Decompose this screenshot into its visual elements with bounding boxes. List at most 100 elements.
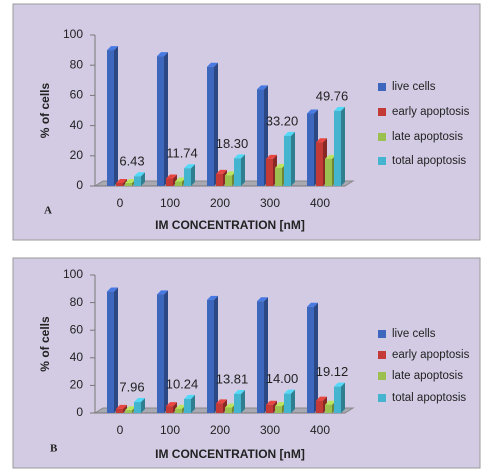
bar — [107, 46, 118, 186]
bar — [116, 178, 127, 186]
y-tick-label: 80 — [70, 57, 84, 71]
bar-top — [166, 402, 177, 407]
bar-front — [134, 402, 141, 413]
bar — [184, 394, 195, 413]
legend-swatch — [378, 330, 386, 338]
panel-frame — [12, 257, 481, 469]
bar-top — [157, 290, 168, 295]
bar — [234, 154, 245, 186]
y-tick-label: 40 — [70, 350, 84, 364]
x-tick-label: 200 — [210, 423, 230, 437]
x-tick-label: 100 — [160, 423, 180, 437]
bar-front — [207, 66, 214, 186]
bar-top — [225, 403, 236, 408]
data-label: 33.20 — [266, 113, 299, 128]
bar-top — [234, 389, 245, 394]
bar-side — [164, 52, 168, 186]
bar-front — [266, 404, 273, 413]
data-label: 19.12 — [316, 364, 349, 379]
bar-top — [216, 399, 227, 404]
bar — [134, 398, 145, 413]
legend-label: early apoptosis — [392, 349, 470, 361]
bar-front — [175, 181, 182, 186]
bar — [166, 174, 177, 186]
bar-front — [225, 407, 232, 413]
data-label: 14.00 — [266, 371, 299, 386]
bar-top — [325, 400, 336, 405]
bar-front — [216, 403, 223, 413]
bar-side — [173, 402, 177, 413]
bar-top — [307, 109, 318, 114]
data-label: 13.81 — [216, 371, 249, 386]
y-tick-label: 60 — [70, 322, 84, 336]
bar-front — [316, 400, 323, 413]
bar-front — [166, 178, 173, 186]
legend-label: late apoptosis — [392, 370, 463, 382]
bar-top — [316, 138, 327, 143]
x-axis-label: IM CONCENTRATION [nM] — [155, 447, 305, 461]
y-tick-label: 40 — [70, 118, 84, 132]
bar-top — [166, 174, 177, 179]
bar-side — [291, 389, 295, 413]
bar-side — [241, 389, 245, 413]
bar-front — [275, 406, 282, 413]
bar-side — [314, 302, 318, 413]
bar-top — [334, 382, 345, 387]
bar-front — [225, 175, 232, 186]
bar — [107, 287, 118, 413]
bar-front — [234, 158, 241, 186]
x-tick-label: 100 — [160, 196, 180, 210]
bar-side — [114, 46, 118, 186]
bar-top — [275, 402, 286, 407]
y-tick-label: 0 — [76, 178, 83, 192]
bar-side — [191, 394, 195, 413]
bar-side — [191, 164, 195, 186]
bar-top — [266, 154, 277, 159]
bar-front — [325, 404, 332, 413]
bar-front — [257, 301, 264, 413]
bar-top — [207, 62, 218, 67]
data-label: 11.74 — [166, 146, 198, 161]
bar-top — [134, 398, 145, 403]
bar-front — [334, 386, 341, 413]
x-tick-label: 300 — [260, 196, 280, 210]
y-tick-label: 20 — [70, 148, 84, 162]
bar-front — [216, 173, 223, 186]
bar — [116, 404, 127, 413]
x-tick-label: 200 — [210, 196, 230, 210]
bar-front — [116, 182, 123, 186]
legend-label: late apoptosis — [392, 131, 463, 143]
bar — [257, 297, 268, 413]
bar-front — [125, 182, 132, 186]
x-tick-label: 0 — [117, 423, 124, 437]
bar-front — [157, 294, 164, 413]
y-axis-label: % of cells — [38, 316, 52, 372]
bar-front — [207, 299, 214, 413]
y-tick-label: 20 — [70, 378, 84, 392]
bar-top — [234, 154, 245, 159]
bar-top — [175, 177, 186, 182]
bar-side — [141, 172, 145, 186]
bar-top — [116, 404, 127, 409]
bar-front — [184, 398, 191, 413]
bar-front — [184, 168, 191, 186]
bar-side — [123, 178, 127, 186]
x-axis-label: IM CONCENTRATION [nM] — [155, 218, 305, 232]
bar-side — [114, 287, 118, 413]
bar-front — [175, 408, 182, 413]
bar-front — [266, 158, 273, 186]
bar-top — [275, 163, 286, 168]
panel-label: A — [44, 205, 52, 217]
x-tick-label: 400 — [310, 196, 330, 210]
legend-label: total apoptosis — [392, 392, 466, 404]
bar-top — [134, 172, 145, 177]
bar — [234, 389, 245, 413]
bar-top — [257, 297, 268, 302]
bar — [157, 290, 168, 413]
bar-top — [307, 302, 318, 307]
bar-front — [125, 410, 132, 413]
bar-top — [207, 295, 218, 300]
bar-side — [123, 404, 127, 413]
legend-swatch — [378, 351, 386, 359]
